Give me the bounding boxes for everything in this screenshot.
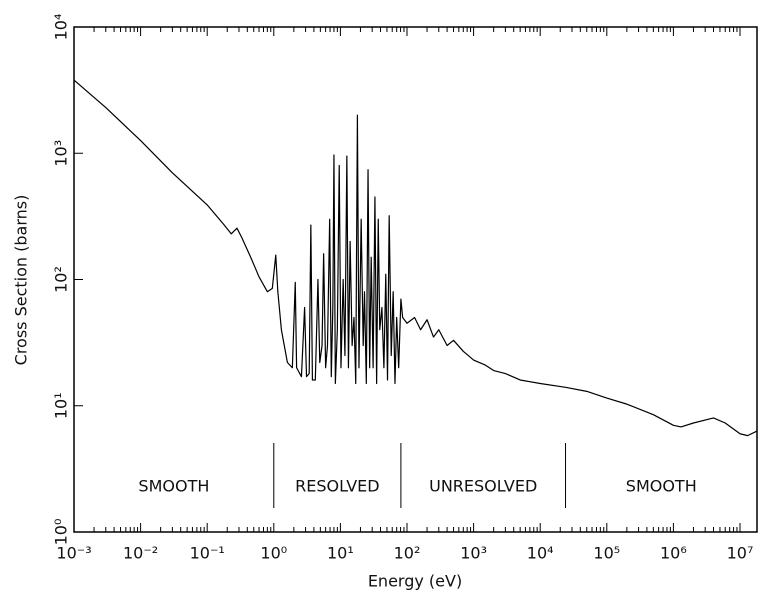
x-tick-label: 10⁶	[660, 544, 687, 563]
region-label: SMOOTH	[138, 477, 209, 496]
x-tick-label: 10²	[394, 544, 421, 563]
x-tick-label: 10⁷	[727, 544, 754, 563]
x-tick-label: 10¹	[327, 544, 354, 563]
plot-frame	[73, 26, 758, 533]
region-label: UNRESOLVED	[429, 477, 537, 496]
x-tick-label: 10⁻³	[56, 544, 91, 563]
y-axis-label: Cross Section (barns)	[12, 195, 31, 366]
x-tick-label: 10⁴	[527, 544, 554, 563]
y-tick-label: 10¹	[52, 392, 71, 419]
y-tick-label: 10⁰	[52, 519, 71, 546]
cross-section-line	[73, 79, 758, 437]
y-tick-label: 10²	[52, 266, 71, 293]
y-tick-label: 10⁴	[52, 14, 71, 41]
x-axis-label: Energy (eV)	[368, 572, 462, 591]
x-tick-label: 10⁻²	[123, 544, 158, 563]
x-tick-label: 10³	[460, 544, 487, 563]
region-label: SMOOTH	[626, 477, 697, 496]
x-tick-label: 10⁻¹	[190, 544, 225, 563]
y-tick-label: 10³	[52, 140, 71, 167]
x-tick-label: 10⁵	[593, 544, 620, 563]
x-tick-label: 10⁰	[260, 544, 287, 563]
region-label: RESOLVED	[295, 477, 380, 496]
